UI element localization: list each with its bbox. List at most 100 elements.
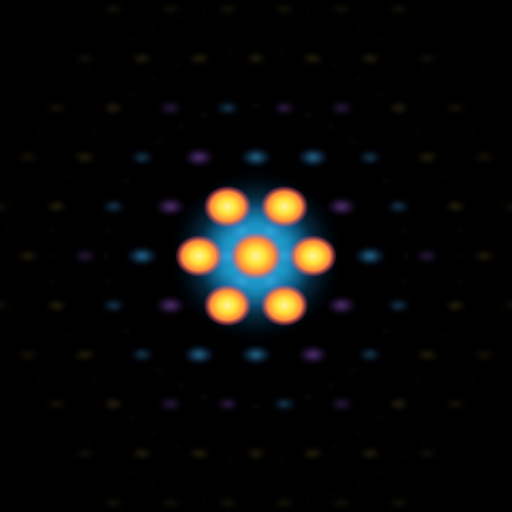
ring-speckle	[172, 63, 183, 70]
third-order-spot	[100, 198, 127, 215]
ring-speckle	[73, 355, 84, 362]
second-order-spot	[183, 147, 215, 168]
ring-speckle	[418, 67, 429, 74]
ring-speckle	[467, 128, 478, 134]
third-order-spot	[385, 198, 412, 215]
ring-speckle	[126, 90, 137, 97]
ring-speckle	[199, 497, 210, 504]
third-order-spot	[414, 248, 440, 264]
ring-speckle	[302, 393, 313, 400]
outer-ring-spots	[72, 99, 440, 413]
ring-speckle	[495, 201, 506, 208]
ring-speckle	[436, 85, 447, 92]
ring-speckle	[106, 108, 117, 115]
third-order-spot	[357, 346, 383, 363]
ring-speckle	[277, 501, 288, 508]
faint-spot	[158, 495, 183, 510]
ring-speckle	[440, 331, 451, 338]
ring-speckle	[121, 328, 132, 334]
third-order-spot	[328, 99, 355, 116]
ring-speckle	[121, 178, 132, 184]
faint-spot	[16, 249, 40, 263]
ring-speckle	[488, 330, 499, 337]
ring-speckle	[46, 253, 56, 259]
ring-speckle	[380, 328, 391, 334]
faint-spot	[101, 495, 126, 510]
third-order-spot	[157, 99, 184, 116]
ring-speckle	[251, 403, 261, 409]
ring-speckle	[329, 442, 340, 449]
ring-speckle	[48, 399, 59, 406]
ring-speckle	[2, 279, 13, 286]
ring-speckle	[449, 199, 460, 206]
ring-speckle	[34, 128, 45, 134]
ring-speckle	[61, 331, 72, 338]
ring-speckle	[197, 451, 208, 458]
ring-speckle	[173, 490, 184, 497]
faint-spot	[244, 446, 268, 461]
third-order-spot	[129, 346, 155, 363]
ring-speckle	[401, 253, 411, 259]
ring-speckle	[22, 151, 33, 158]
faint-spot	[73, 446, 97, 461]
ring-speckle	[501, 253, 511, 259]
ring-speckle	[251, 458, 261, 464]
ring-speckle	[347, 138, 358, 145]
third-order-spot	[385, 297, 412, 314]
ring-speckle	[2, 226, 13, 233]
center-spot	[230, 232, 282, 280]
ring-speckle	[154, 367, 165, 374]
faint-spot	[130, 51, 154, 66]
ring-speckle	[224, 456, 235, 463]
ring-speckle	[326, 123, 336, 130]
ring-speckle	[413, 377, 424, 384]
ring-speckle	[479, 151, 490, 158]
ring-speckle	[104, 50, 115, 57]
ring-speckle	[375, 415, 386, 422]
second-order-spot	[240, 147, 272, 168]
ring-speckle	[103, 226, 114, 233]
ring-speckle	[454, 226, 465, 233]
ring-speckle	[65, 85, 76, 92]
ring-speckle	[302, 497, 313, 504]
ring-speckle	[176, 382, 186, 389]
ring-speckle	[251, 103, 261, 109]
ring-speckle	[440, 174, 451, 181]
third-order-spot	[271, 396, 298, 413]
third-order-spot	[271, 99, 298, 116]
ring-speckle	[353, 430, 364, 437]
ring-speckle	[328, 15, 339, 22]
ring-speckle	[277, 4, 288, 11]
ring-speckle	[277, 49, 288, 56]
faint-spot	[130, 446, 154, 461]
ring-speckle	[488, 175, 499, 182]
ring-speckle	[101, 253, 111, 259]
ring-speckle	[34, 378, 45, 384]
ring-speckle	[251, 3, 261, 9]
second-order-spot	[154, 196, 187, 217]
ring-speckle	[149, 481, 160, 488]
faint-spot	[386, 2, 411, 17]
ring-speckle	[199, 393, 210, 400]
ring-speckle	[47, 226, 58, 233]
faint-spot	[158, 2, 183, 17]
ring-speckle	[83, 438, 94, 445]
ring-speckle	[375, 90, 386, 97]
first-order-spot	[260, 185, 309, 228]
ring-speckle	[61, 174, 72, 181]
ring-speckle	[73, 150, 84, 157]
ring-speckle	[199, 8, 210, 15]
ring-speckle	[413, 128, 424, 135]
ring-speckle	[277, 456, 288, 463]
ring-speckle	[172, 442, 183, 449]
ring-speckle	[88, 128, 99, 135]
ring-speckle	[398, 226, 409, 233]
ring-speckle	[380, 178, 391, 184]
third-order-spot	[72, 248, 98, 264]
ring-speckle	[52, 306, 63, 313]
ring-speckle	[326, 382, 336, 389]
ring-speckle	[224, 501, 235, 508]
faint-spot	[329, 2, 354, 17]
ring-speckle	[173, 15, 184, 22]
